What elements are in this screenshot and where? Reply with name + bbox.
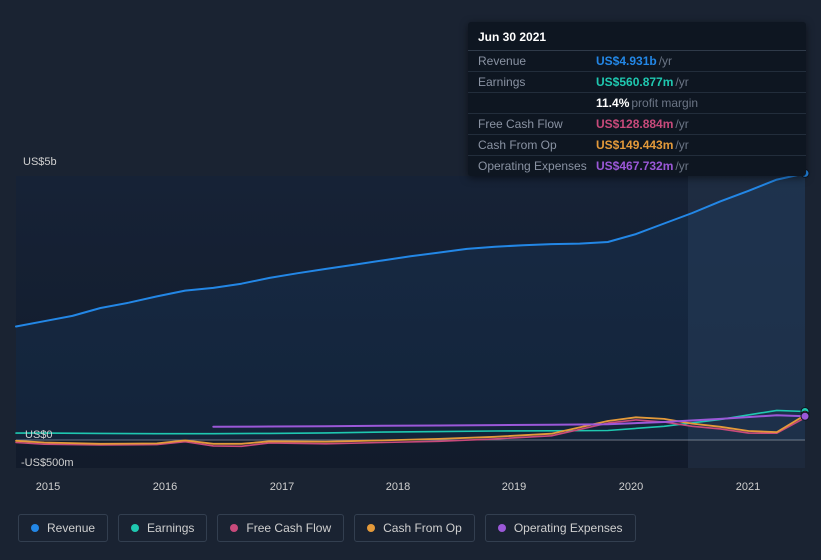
tooltip-row: Operating ExpensesUS$467.732m /yr [468,156,806,176]
tooltip-label: Revenue [478,54,596,68]
legend-swatch [498,524,506,532]
x-axis-tick-label: 2020 [619,481,643,493]
x-axis-tick-label: 2021 [736,481,760,493]
x-axis-tick-label: 2019 [502,481,526,493]
legend-swatch [131,524,139,532]
legend-label: Revenue [47,521,95,535]
hover-tooltip: Jun 30 2021 RevenueUS$4.931b /yrEarnings… [468,22,806,176]
tooltip-row: RevenueUS$4.931b /yr [468,51,806,72]
legend-item[interactable]: Earnings [118,514,207,542]
tooltip-row: 11.4% profit margin [468,93,806,114]
page-root: { "tooltip": { "date": "Jun 30 2021", "r… [0,0,821,560]
y-axis-tick-label: -US$500m [21,457,74,469]
y-axis-tick-label: US$0 [25,429,53,441]
tooltip-unit: /yr [675,159,688,173]
tooltip-row: Cash From OpUS$149.443m /yr [468,135,806,156]
legend-item[interactable]: Cash From Op [354,514,475,542]
tooltip-row: EarningsUS$560.877m /yr [468,72,806,93]
legend-item[interactable]: Operating Expenses [485,514,636,542]
legend-swatch [367,524,375,532]
legend-item[interactable]: Revenue [18,514,108,542]
tooltip-label: Free Cash Flow [478,117,596,131]
tooltip-label: Cash From Op [478,138,596,152]
tooltip-unit: /yr [659,54,672,68]
legend: Revenue Earnings Free Cash Flow Cash From O… [18,514,636,542]
tooltip-value: US$128.884m [596,117,673,131]
y-axis-tick-label: US$5b [23,156,57,168]
legend-swatch [230,524,238,532]
legend-item[interactable]: Free Cash Flow [217,514,344,542]
tooltip-unit: /yr [675,138,688,152]
tooltip-unit: profit margin [631,96,698,110]
tooltip-date: Jun 30 2021 [468,22,806,51]
tooltip-unit: /yr [675,75,688,89]
tooltip-unit: /yr [675,117,688,131]
legend-swatch [31,524,39,532]
x-axis-tick-label: 2018 [386,481,410,493]
tooltip-row: Free Cash FlowUS$128.884m /yr [468,114,806,135]
tooltip-value: US$4.931b [596,54,657,68]
legend-label: Cash From Op [383,521,462,535]
x-axis-tick-label: 2016 [153,481,177,493]
legend-label: Free Cash Flow [246,521,331,535]
tooltip-label: Operating Expenses [478,159,596,173]
tooltip-label: Earnings [478,75,596,89]
legend-label: Operating Expenses [514,521,623,535]
tooltip-value: 11.4% [596,96,629,110]
legend-label: Earnings [147,521,194,535]
x-axis-tick-label: 2015 [36,481,60,493]
x-axis-tick-label: 2017 [270,481,294,493]
tooltip-value: US$560.877m [596,75,673,89]
tooltip-value: US$467.732m [596,159,673,173]
tooltip-value: US$149.443m [596,138,673,152]
